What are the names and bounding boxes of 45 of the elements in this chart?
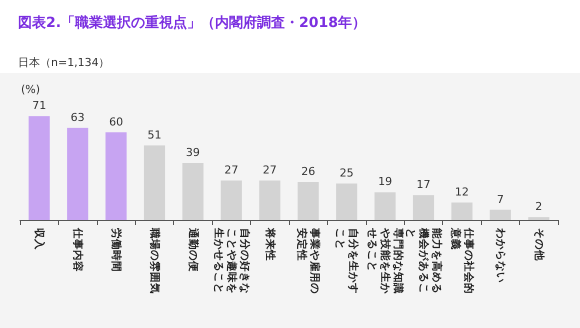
bar — [106, 132, 127, 220]
bar — [528, 217, 550, 220]
data-label: 60 — [109, 115, 124, 128]
data-label: 63 — [70, 110, 85, 124]
bar — [220, 180, 242, 220]
x-tick-label: 自分の好きなことや趣味を生かせること — [212, 227, 252, 294]
x-tick-label: 収入 — [33, 228, 46, 251]
bar — [374, 192, 396, 220]
data-label: 26 — [301, 164, 316, 178]
bar — [451, 202, 472, 220]
chart-title: 図表2.「職業選択の重視点」（内閣府調査・2018年） — [18, 14, 366, 32]
chart-subtitle: 日本（n=1,134） — [18, 55, 110, 70]
bar — [259, 180, 280, 220]
data-label: 27 — [224, 164, 238, 177]
bar — [144, 145, 166, 220]
bar — [298, 182, 319, 220]
x-tick-label: 通勤の便 — [186, 227, 200, 272]
data-label: 51 — [148, 128, 162, 142]
x-tick-label: 仕事の社会的意義 — [449, 227, 476, 294]
data-label: 2 — [535, 200, 542, 214]
x-tick-label: 職場の雰囲気 — [148, 227, 162, 294]
data-label: 25 — [340, 166, 354, 180]
bar — [28, 116, 50, 220]
data-label: 7 — [496, 192, 504, 206]
bar — [182, 162, 204, 220]
x-tick-label: 事業や雇用の安定性 — [296, 227, 322, 294]
bar — [412, 195, 434, 220]
x-tick-label: 将来性 — [264, 227, 277, 261]
x-tick-label: わからない — [494, 227, 506, 283]
bar — [490, 210, 511, 220]
data-label: 12 — [454, 185, 469, 198]
data-label: 27 — [262, 164, 277, 177]
x-tick-label: 専門的な知識や技能を生かせること — [366, 227, 406, 295]
data-label: 71 — [32, 99, 46, 112]
data-label: 19 — [378, 175, 392, 188]
bar — [336, 183, 358, 220]
bar — [67, 128, 88, 220]
x-tick-label: 自分を生かすこと — [334, 228, 360, 294]
x-tick-label: 仕事内容 — [72, 227, 85, 272]
x-tick-label: その他 — [532, 228, 546, 262]
x-tick-label: 能力を高める機会があること — [404, 227, 444, 294]
y-axis-title: (%) — [21, 83, 40, 96]
x-tick-label: 労働時間 — [110, 228, 124, 272]
data-label: 39 — [186, 146, 200, 159]
data-label: 17 — [416, 178, 430, 192]
